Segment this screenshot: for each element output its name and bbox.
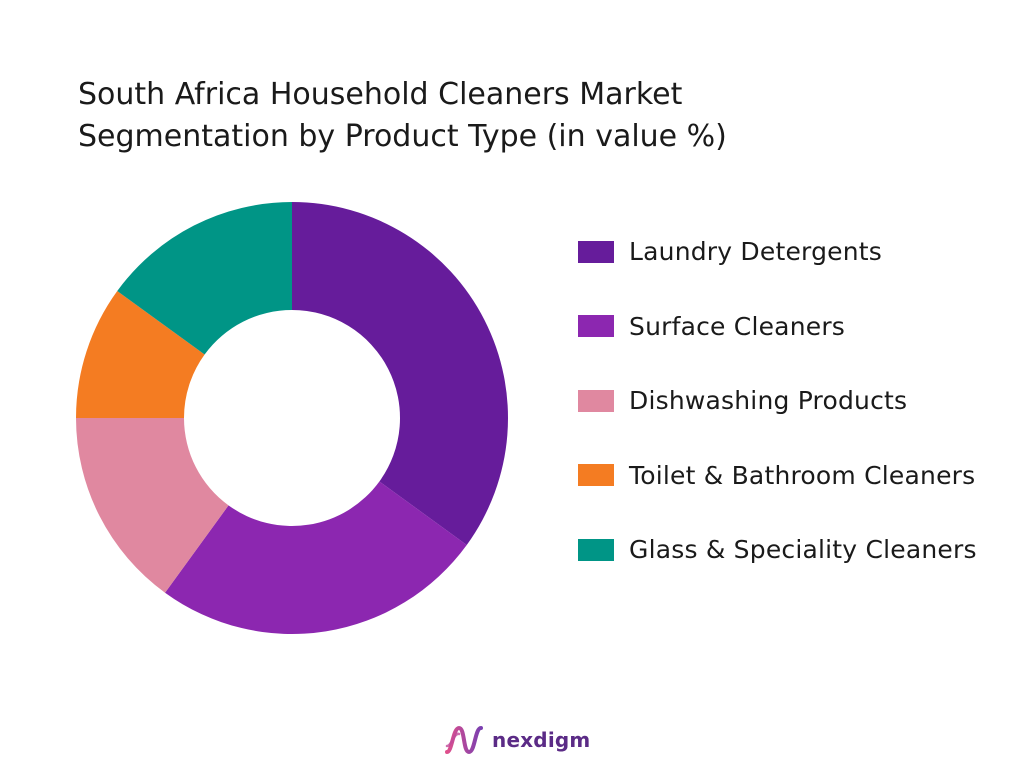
chart-title: South Africa Household Cleaners Market S… (78, 74, 978, 158)
legend-swatch (578, 538, 614, 561)
legend-label: Surface Cleaners (629, 311, 846, 341)
legend-label: Toilet & Bathroom Cleaners (629, 460, 976, 490)
legend-item-glass-speciality-cleaners: Glass & Speciality Cleaners (578, 531, 977, 568)
legend-item-toilet-bathroom-cleaners: Toilet & Bathroom Cleaners (578, 457, 977, 494)
chart-title-line-1: South Africa Household Cleaners Market (78, 77, 683, 112)
chart-legend: Laundry Detergents Surface Cleaners Dish… (578, 233, 977, 606)
legend-swatch (578, 240, 614, 263)
donut-slice-dishwashing-products (75, 418, 229, 593)
legend-item-laundry-detergents: Laundry Detergents (578, 233, 977, 270)
legend-label: Laundry Detergents (629, 237, 883, 266)
legend-swatch (578, 315, 614, 337)
legend-label: Glass & Speciality Cleaners (629, 535, 977, 564)
legend-item-surface-cleaners: Surface Cleaners (578, 308, 977, 345)
brand-footer: nexdigm (444, 722, 590, 758)
legend-swatch (578, 464, 614, 486)
nexdigm-logo-icon (445, 725, 483, 755)
donut-slice-glass-speciality-cleaners (117, 202, 293, 355)
legend-item-dishwashing-products: Dishwashing Products (578, 382, 977, 419)
donut-slice-toilet-bathroom-cleaners (76, 291, 205, 418)
legend-swatch (578, 389, 614, 412)
legend-label: Dishwashing Products (629, 386, 908, 415)
donut-slice-laundry-detergents (292, 202, 508, 545)
brand-name: nexdigm (492, 728, 591, 752)
donut-slice-surface-cleaners (165, 481, 467, 634)
chart-title-line-2: Segmentation by Product Type (in value %… (78, 119, 727, 154)
